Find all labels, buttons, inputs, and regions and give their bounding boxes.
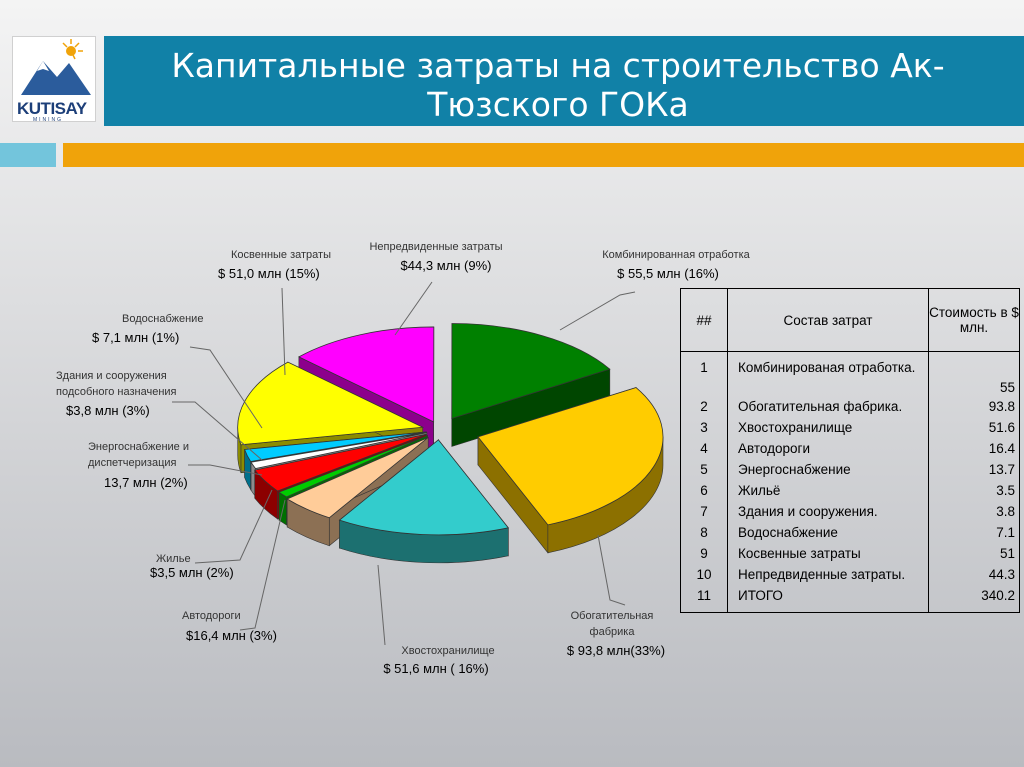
- table-cell-num: 6: [680, 480, 728, 501]
- table-cell-cost: 93.8: [928, 396, 1020, 417]
- title-bar: Капитальные затраты на строительство Ак-…: [104, 36, 1024, 126]
- table-cell-num: 10: [680, 564, 728, 585]
- label-combined-value: $ 55,5 млн (16%): [617, 266, 719, 281]
- pie-slices: [237, 323, 664, 564]
- table-row: 5 Энергоснабжение 13.7: [680, 459, 1020, 480]
- leader-line-tailings: [377, 564, 386, 646]
- table-cell-cost: 340.2: [928, 585, 1020, 613]
- label-factory-name-2: фабрика: [590, 626, 636, 638]
- table-cell-num: 9: [680, 543, 728, 564]
- leader-line-water: [189, 346, 263, 429]
- cost-table: ## Состав затрат Стоимость в $ млн. 1 Ком…: [680, 288, 1020, 613]
- table-cell-num: 3: [680, 417, 728, 438]
- table-cell-name: Непредвиденные затраты.: [727, 564, 929, 585]
- table-cell-name: Косвенные затраты: [727, 543, 929, 564]
- table-row: 3 Хвостохранилище 51.6: [680, 417, 1020, 438]
- leader-line-combined: [559, 291, 636, 331]
- pie-chart: Комбинированная отработка $ 55,5 млн (16…: [56, 241, 751, 676]
- table-cell-cost: 3.8: [928, 501, 1020, 522]
- label-buildings-name-2: подсобного назначения: [56, 386, 177, 398]
- label-indirect-name: Косвенные затраты: [231, 249, 331, 261]
- accent-bar-blue: [0, 143, 56, 167]
- leader-line-factory: [597, 534, 626, 606]
- logo-mountain-icon: [21, 39, 91, 95]
- pie-slice: [451, 323, 611, 447]
- table-cell-num: 5: [680, 459, 728, 480]
- table-cell-name: Комбинированая отработка.: [727, 351, 929, 396]
- label-roads-name: Автодороги: [182, 610, 241, 622]
- table-cell-name: Здания и сооружения.: [727, 501, 929, 522]
- label-buildings-value: $3,8 млн (3%): [66, 403, 150, 418]
- pie-slice: [477, 387, 664, 554]
- label-contingency-name: Непредвиденные затраты: [369, 241, 502, 253]
- label-tailings-value: $ 51,6 млн ( 16%): [383, 661, 488, 676]
- logo-text: KUTISAY: [17, 99, 87, 118]
- table-cell-num: 11: [680, 585, 728, 613]
- label-energy-value: 13,7 млн (2%): [104, 475, 188, 490]
- table-cell-num: 4: [680, 438, 728, 459]
- table-cell-cost: 44.3: [928, 564, 1020, 585]
- leader-line-housing: [194, 489, 273, 564]
- table-header-name: Состав затрат: [727, 288, 929, 352]
- table-cell-name: Жильё: [727, 480, 929, 501]
- leader-line-energy: [188, 464, 263, 476]
- table-cell-cost: 16.4: [928, 438, 1020, 459]
- table-header-num: ##: [680, 288, 728, 352]
- logo-subtext: MINING: [33, 117, 64, 123]
- table-cell-num: 1: [680, 351, 728, 396]
- table-cell-name: Энергоснабжение: [727, 459, 929, 480]
- table-row: 9 Косвенные затраты 51: [680, 543, 1020, 564]
- table-header-cost: Стоимость в $ млн.: [928, 288, 1020, 352]
- label-energy-name-1: Энергоснабжение и: [88, 441, 189, 453]
- label-factory-name-1: Обогатительная: [571, 610, 654, 622]
- table-row: 11 ИТОГО 340.2: [680, 585, 1020, 613]
- label-indirect-value: $ 51,0 млн (15%): [218, 266, 320, 281]
- leader-line-contingency: [394, 281, 433, 336]
- table-cell-num: 7: [680, 501, 728, 522]
- table-row: 4 Автодороги 16.4: [680, 438, 1020, 459]
- pie-slice: [338, 439, 510, 564]
- label-housing-value: $3,5 млн (2%): [150, 565, 234, 580]
- table-row: 7 Здания и сооружения. 3.8: [680, 501, 1020, 522]
- table-cell-num: 2: [680, 396, 728, 417]
- table-row: 2 Обогатительная фабрика. 93.8: [680, 396, 1020, 417]
- label-tailings-name: Хвостохранилище: [401, 645, 494, 657]
- table-cell-num: 8: [680, 522, 728, 543]
- label-housing-name: Жилье: [156, 553, 191, 565]
- table-cell-cost: 7.1: [928, 522, 1020, 543]
- table-header-row: ## Состав затрат Стоимость в $ млн.: [680, 288, 1020, 352]
- table-cell-name: Автодороги: [727, 438, 929, 459]
- table-cell-cost: 3.5: [928, 480, 1020, 501]
- label-buildings-name-1: Здания и сооружения: [56, 370, 167, 382]
- slice-labels: Комбинированная отработка $ 55,5 млн (16…: [56, 241, 751, 676]
- leader-line-buildings: [172, 401, 263, 461]
- label-roads-value: $16,4 млн (3%): [186, 628, 277, 643]
- table-row: 6 Жильё 3.5: [680, 480, 1020, 501]
- table-cell-cost: 55: [928, 351, 1020, 396]
- leader-line-roads: [239, 499, 286, 631]
- label-energy-name-2: диспетчеризация: [88, 457, 177, 469]
- leader-line-indirect: [281, 287, 286, 376]
- table-cell-name: ИТОГО: [727, 585, 929, 613]
- label-water-name: Водоснабжение: [122, 313, 203, 325]
- label-water-value: $ 7,1 млн (1%): [92, 330, 179, 345]
- accent-bar-orange: [63, 143, 1024, 167]
- label-factory-value: $ 93,8 млн(33%): [567, 643, 665, 658]
- label-contingency-value: $44,3 млн (9%): [401, 258, 492, 273]
- table-row: 10 Непредвиденные затраты. 44.3: [680, 564, 1020, 585]
- table-cell-name: Обогатительная фабрика.: [727, 396, 929, 417]
- table-cell-name: Водоснабжение: [727, 522, 929, 543]
- table-cell-cost: 51.6: [928, 417, 1020, 438]
- table-cell-name: Хвостохранилище: [727, 417, 929, 438]
- table-cell-cost: 13.7: [928, 459, 1020, 480]
- table-cell-cost: 51: [928, 543, 1020, 564]
- company-logo: KUTISAY MINING: [12, 36, 96, 123]
- table-row: 1 Комбинированая отработка. 55: [680, 351, 1020, 396]
- leader-lines: [172, 281, 636, 646]
- table-row: 8 Водоснабжение 7.1: [680, 522, 1020, 543]
- slide-title: Капитальные затраты на строительство Ак-…: [171, 46, 945, 124]
- label-combined-name: Комбинированная отработка: [602, 249, 750, 261]
